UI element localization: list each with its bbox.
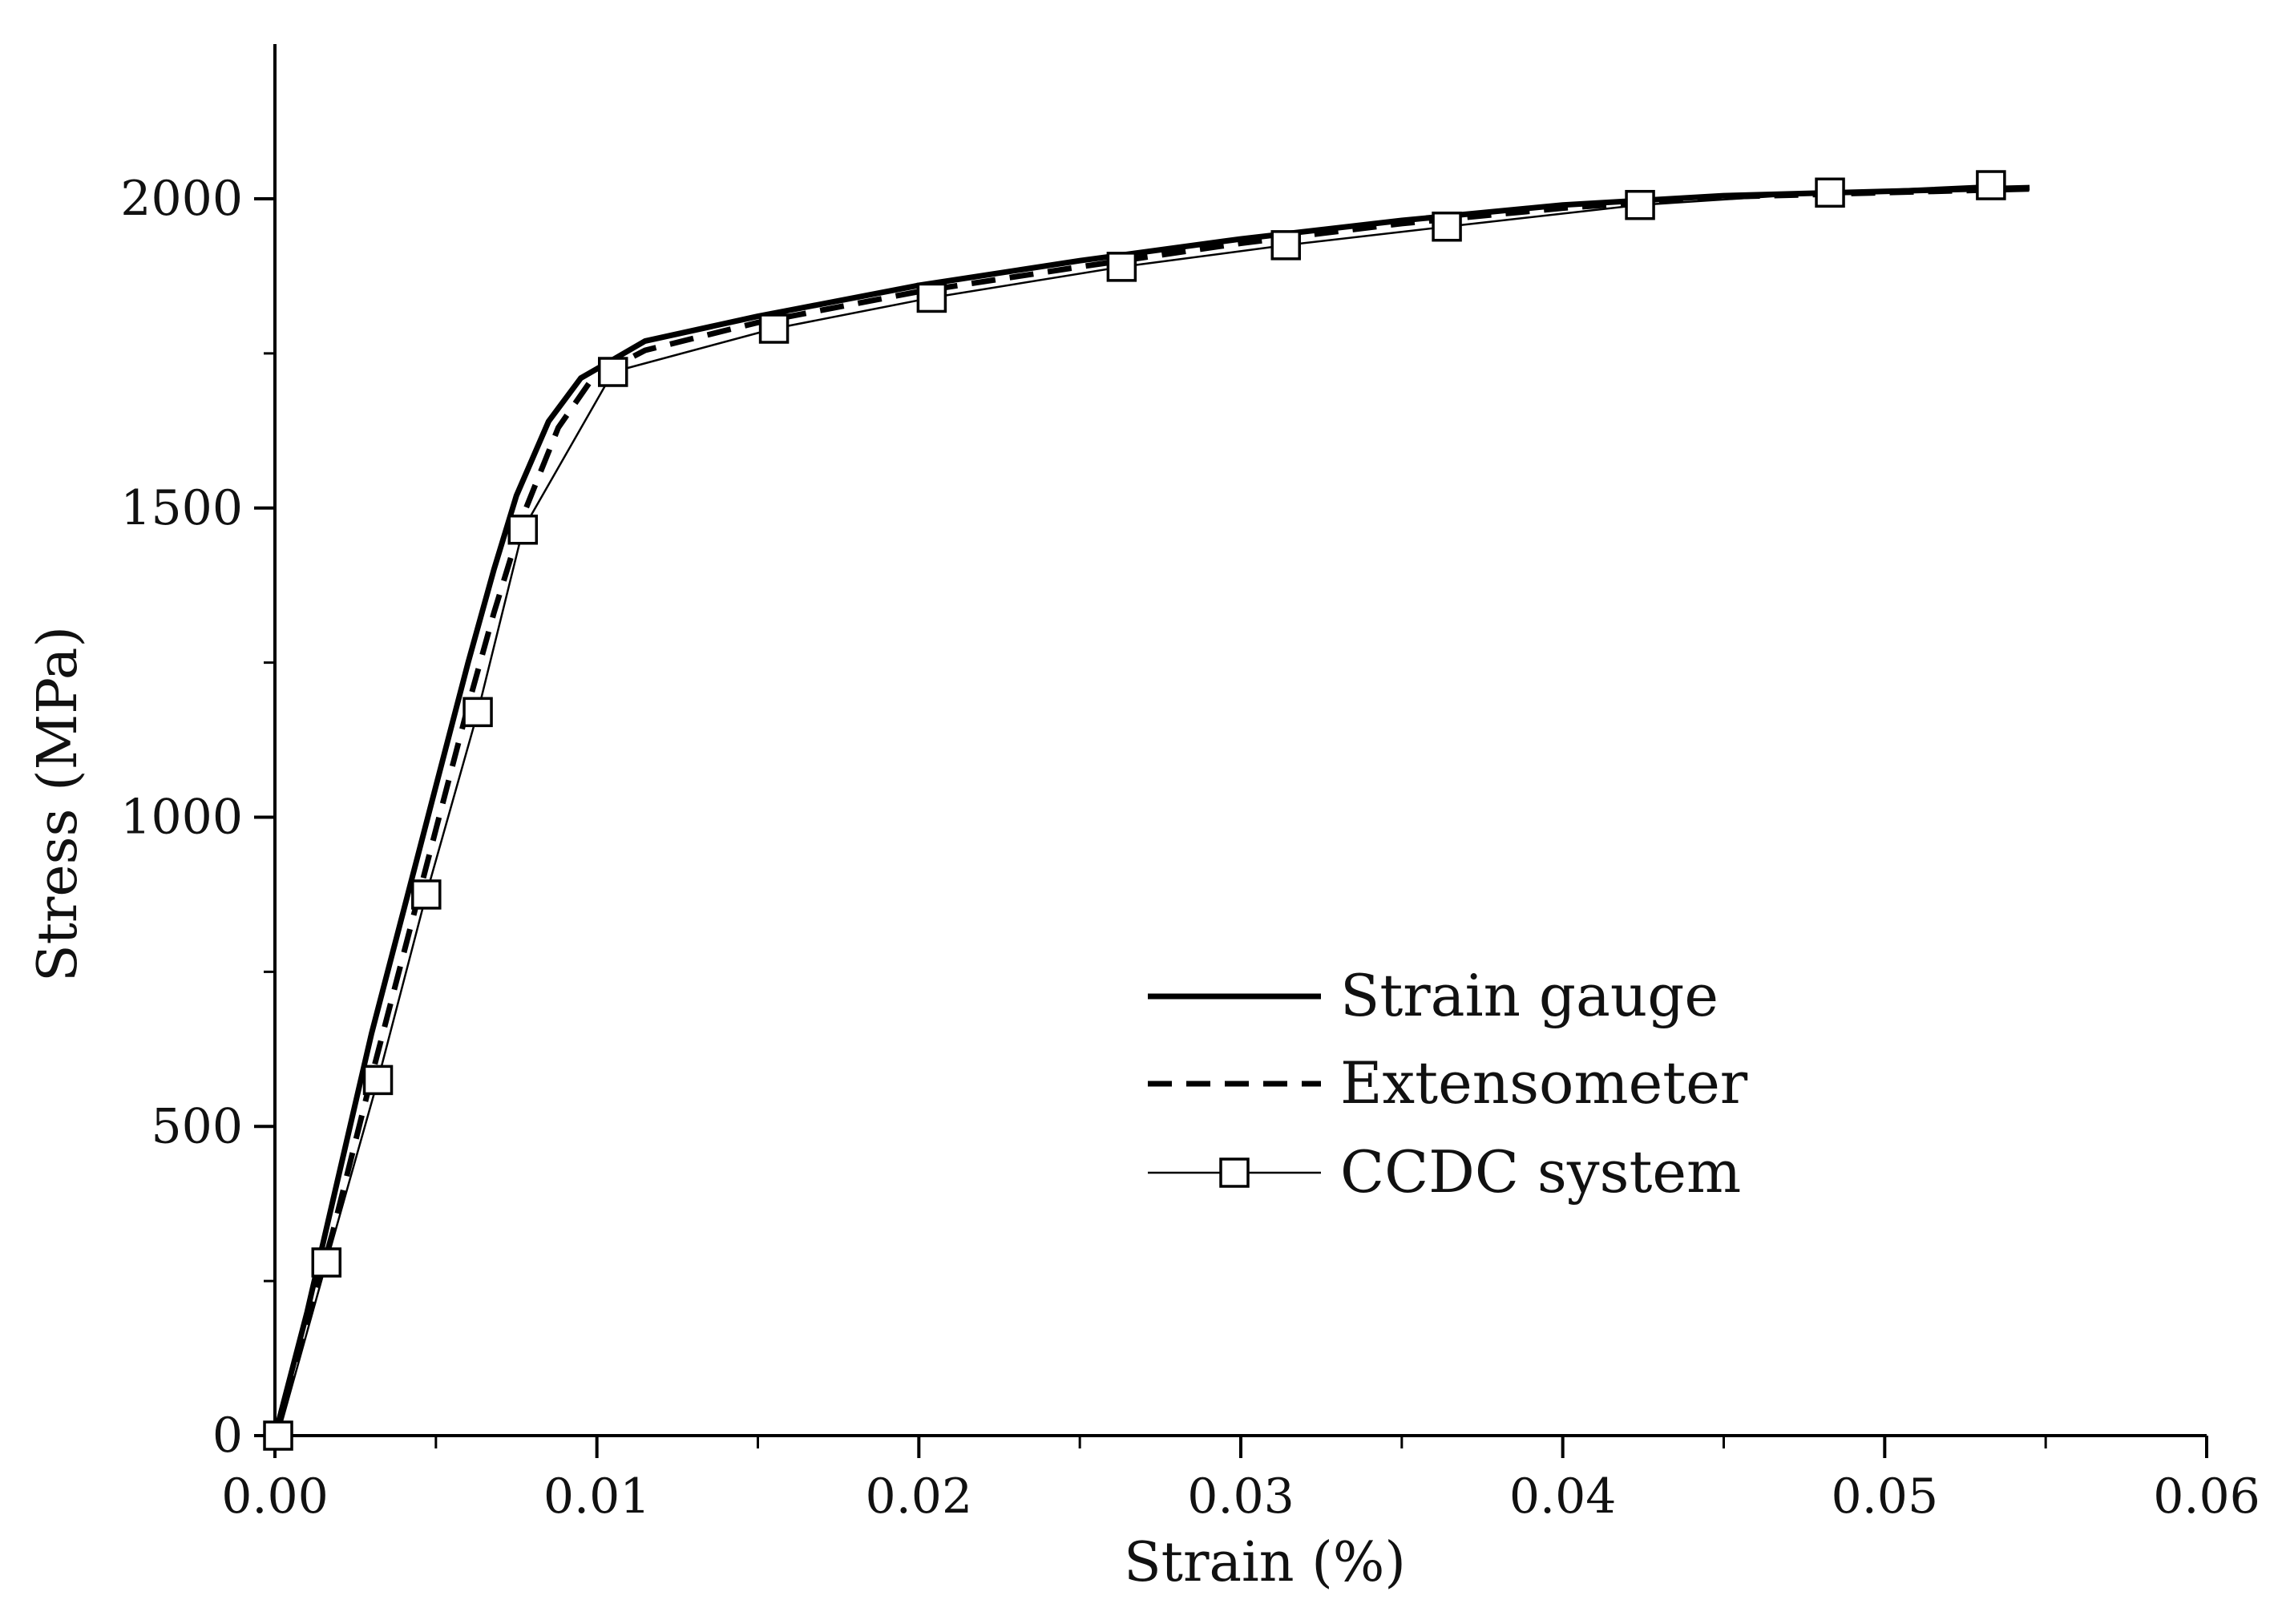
legend-label: Strain gauge — [1340, 962, 1719, 1029]
data-point-marker — [263, 1420, 293, 1451]
data-point-marker — [1815, 177, 1845, 208]
y-axis-label: Stress (MPa) — [26, 626, 90, 982]
legend-item: CCDC system — [1148, 1138, 1741, 1206]
y-tick-label: 1500 — [120, 480, 243, 536]
legend-label: Extensometer — [1340, 1049, 1748, 1117]
legend-item: Extensometer — [1148, 1049, 1748, 1117]
y-tick-label: 0 — [212, 1408, 243, 1464]
data-point-marker — [462, 697, 493, 728]
legend: Strain gauge Extensometer CCDC system — [1148, 962, 1748, 1206]
x-tick-label: 0.02 — [866, 1468, 973, 1525]
series-line — [272, 184, 2030, 1436]
legend-marker — [1219, 1157, 1250, 1188]
data-point-marker — [311, 1247, 342, 1278]
series-layer — [263, 170, 2030, 1451]
x-tick-label: 0.01 — [543, 1468, 651, 1525]
data-point-marker — [1625, 189, 1655, 220]
y-tick-label: 500 — [151, 1098, 243, 1154]
x-tick-label: 0.00 — [221, 1468, 329, 1525]
series-line — [272, 186, 2030, 1436]
data-point-marker — [1106, 252, 1137, 282]
x-tick-label: 0.03 — [1187, 1468, 1295, 1525]
data-point-marker — [916, 282, 947, 313]
x-tick-label: 0.05 — [1832, 1468, 1939, 1525]
data-point-marker — [598, 357, 628, 387]
series-strain-gauge — [272, 184, 2030, 1436]
data-point-marker — [411, 879, 442, 910]
data-point-marker — [362, 1064, 394, 1096]
data-point-marker — [507, 515, 539, 545]
data-point-marker — [758, 313, 790, 344]
series-ccdc-system — [263, 170, 2006, 1451]
series-line — [277, 184, 1991, 1436]
legend-item: Strain gauge — [1148, 962, 1719, 1029]
x-axis-label: Strain (%) — [1124, 1531, 1406, 1594]
data-point-marker — [1432, 211, 1462, 242]
axes: 0 500 1000 1500 2000 0.00 0.01 0.02 0.03 0.04 0.05… — [120, 44, 2260, 1525]
data-point-marker — [1270, 230, 1301, 261]
y-tick-label: 1000 — [120, 790, 243, 846]
series-extensometer — [272, 186, 2030, 1436]
y-tick-label: 2000 — [120, 171, 243, 227]
x-tick-label: 0.06 — [2153, 1468, 2260, 1525]
legend-label: CCDC system — [1340, 1138, 1741, 1206]
x-tick-label: 0.04 — [1509, 1468, 1617, 1525]
data-point-marker — [1976, 170, 2006, 200]
